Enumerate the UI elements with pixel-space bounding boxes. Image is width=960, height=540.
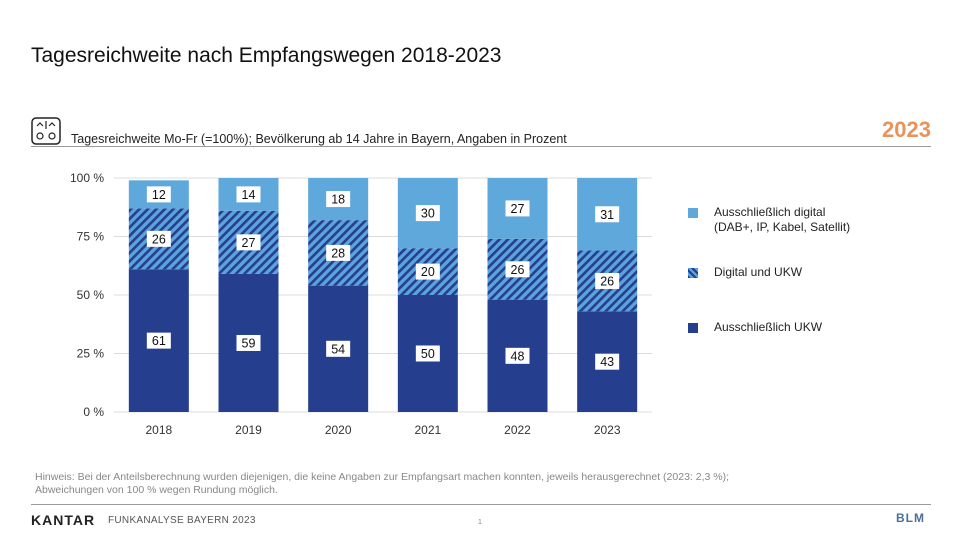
y-tick-label: 100 % bbox=[70, 171, 104, 185]
data-label-box bbox=[595, 353, 620, 370]
data-label: 31 bbox=[600, 208, 614, 222]
data-label: 27 bbox=[242, 236, 256, 250]
data-label-box bbox=[326, 244, 351, 261]
year-badge: 2023 bbox=[882, 117, 931, 142]
legend-label: Ausschließlich UKW bbox=[714, 320, 822, 335]
data-label: 54 bbox=[331, 342, 345, 356]
stacked-bar-chart: 61 26 12 59 27 14 54 28 18 50 20 30 48 26 27 43 26 31 0 %… bbox=[70, 171, 652, 437]
x-tick-label: 2020 bbox=[325, 423, 352, 437]
footnote-line-2: Abweichungen von 100 % wegen Rundung mög… bbox=[35, 484, 278, 496]
chart-header: Tagesreichweite Mo-Fr (=100%); Bevölkeru… bbox=[31, 117, 931, 147]
header-divider bbox=[31, 146, 931, 147]
data-label-box bbox=[236, 234, 261, 251]
data-label: 30 bbox=[421, 207, 435, 221]
legend-label-line: (DAB+, IP, Kabel, Satellit) bbox=[714, 220, 851, 234]
data-label-box bbox=[236, 334, 261, 351]
y-tick-label: 25 % bbox=[77, 347, 105, 361]
legend-label: Ausschließlich digital (DAB+, IP, Kabel, … bbox=[714, 205, 850, 235]
data-label-box bbox=[595, 272, 620, 289]
data-label: 43 bbox=[600, 355, 614, 369]
data-label: 48 bbox=[511, 349, 525, 363]
data-label-box bbox=[146, 332, 171, 349]
legend-swatch bbox=[688, 268, 698, 278]
data-label-box bbox=[146, 230, 171, 247]
footnote: Hinweis: Bei der Anteilsberechnung wurde… bbox=[35, 471, 729, 497]
data-label: 27 bbox=[511, 202, 525, 216]
x-tick-label: 2018 bbox=[145, 423, 172, 437]
data-label-box bbox=[415, 263, 440, 280]
page-title: Tagesreichweite nach Empfangswegen 2018-… bbox=[31, 44, 502, 67]
axis-layer: 0 %25 %50 %75 %100 %2018 2019 2020 2021 2022… bbox=[70, 171, 621, 437]
data-label-box bbox=[415, 205, 440, 222]
data-label: 18 bbox=[331, 193, 345, 207]
data-label: 59 bbox=[242, 336, 256, 350]
data-label-box bbox=[505, 200, 530, 217]
data-label-box bbox=[595, 206, 620, 223]
footer-divider bbox=[31, 504, 931, 505]
footer-text: FUNKANALYSE BAYERN 2023 bbox=[108, 515, 256, 526]
data-label: 50 bbox=[421, 347, 435, 361]
y-tick-label: 75 % bbox=[77, 230, 105, 244]
radio-icon bbox=[31, 117, 61, 145]
legend-swatch bbox=[688, 208, 698, 218]
x-tick-label: 2019 bbox=[235, 423, 262, 437]
data-label: 26 bbox=[152, 232, 166, 246]
grid-layer bbox=[114, 177, 652, 413]
page-number: 1 bbox=[478, 519, 482, 526]
x-tick-label: 2022 bbox=[504, 423, 531, 437]
labels-layer: 61 26 12 59 27 14 54 28 18 50 20 30 48 26 27 43 26 31 bbox=[146, 186, 620, 370]
data-label-box bbox=[326, 191, 351, 208]
x-tick-label: 2021 bbox=[414, 423, 441, 437]
x-tick-label: 2023 bbox=[594, 423, 621, 437]
legend-label-line: Digital und UKW bbox=[714, 265, 803, 279]
y-tick-label: 50 % bbox=[77, 288, 105, 302]
y-tick-label: 0 % bbox=[83, 405, 104, 419]
data-label: 26 bbox=[600, 274, 614, 288]
data-label: 14 bbox=[242, 188, 256, 202]
blm-logo: BLM bbox=[896, 511, 925, 525]
legend-swatch bbox=[688, 323, 698, 333]
data-label-box bbox=[505, 261, 530, 278]
data-label: 28 bbox=[331, 246, 345, 260]
data-label-box bbox=[505, 347, 530, 364]
data-label: 61 bbox=[152, 334, 166, 348]
data-label-box bbox=[415, 345, 440, 362]
legend-label: Digital und UKW bbox=[714, 265, 802, 280]
legend-label-line: Ausschließlich UKW bbox=[714, 320, 823, 334]
data-label: 20 bbox=[421, 265, 435, 279]
data-label-box bbox=[146, 186, 171, 203]
footnote-line-1: Hinweis: Bei der Anteilsberechnung wurde… bbox=[35, 471, 730, 483]
data-label-box bbox=[326, 340, 351, 357]
data-label: 26 bbox=[511, 263, 525, 277]
data-label: 12 bbox=[152, 188, 166, 202]
data-label-box bbox=[236, 186, 261, 203]
legend-label-line: Ausschließlich digital bbox=[714, 205, 826, 219]
kantar-logo: KANTAR bbox=[31, 512, 96, 528]
chart-subtitle: Tagesreichweite Mo-Fr (=100%); Bevölkeru… bbox=[71, 132, 567, 146]
